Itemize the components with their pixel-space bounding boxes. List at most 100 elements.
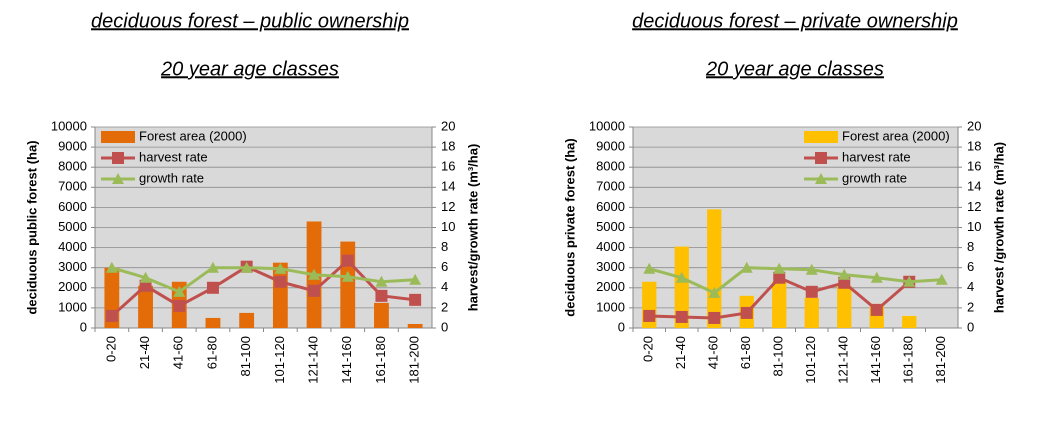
marker: [773, 271, 786, 284]
x-tick-label: 81-100: [238, 336, 253, 376]
y-tick-label: 9000: [596, 139, 625, 154]
marker: [675, 310, 688, 323]
marker: [643, 262, 656, 274]
x-tick-label: 181-200: [407, 336, 422, 384]
y-tick-label: 6000: [58, 199, 87, 214]
x-tick-label: 141-160: [868, 336, 883, 384]
marker: [708, 311, 721, 324]
bar: [205, 317, 221, 328]
y2-tick-label: 16: [441, 159, 455, 174]
y2-tick-label: 0: [441, 319, 448, 334]
y2-tick-label: 8: [441, 239, 448, 254]
y-tick-label: 5000: [596, 219, 625, 234]
y-axis-title: deciduous private forest (ha): [562, 138, 577, 316]
y2-tick-label: 18: [967, 139, 981, 154]
marker: [139, 279, 152, 292]
y-tick-label: 5000: [58, 219, 87, 234]
legend-label: harvest rate: [139, 149, 208, 164]
bar: [902, 315, 917, 328]
y-tick-label: 0: [80, 319, 87, 334]
line: [648, 266, 942, 295]
y2-tick-label: 8: [967, 239, 974, 254]
y-tick-label: 2000: [58, 279, 87, 294]
marker: [173, 285, 186, 297]
x-tick-label: 181-200: [933, 336, 948, 384]
marker: [375, 275, 388, 287]
y-tick-label: 9000: [58, 139, 87, 154]
x-tick-label: 61-80: [204, 336, 219, 369]
chart-title: deciduous forest – private ownership: [632, 10, 958, 32]
marker: [708, 286, 721, 298]
y-tick-label: 8000: [596, 159, 625, 174]
chart: deciduous forest – public ownership 20 ye…: [24, 10, 480, 383]
x-tick-label: 0-20: [641, 336, 656, 362]
legend-label: growth rate: [842, 170, 907, 185]
marker: [870, 303, 883, 316]
legend-label: growth rate: [139, 170, 204, 185]
y2-tick-label: 12: [441, 199, 455, 214]
y-tick-label: 4000: [58, 239, 87, 254]
marker: [308, 284, 321, 297]
y-tick-label: 4000: [596, 239, 625, 254]
legend-marker: [815, 173, 827, 184]
marker: [740, 306, 753, 319]
marker: [173, 299, 186, 312]
marker: [805, 285, 818, 298]
bar: [707, 209, 722, 328]
marker: [805, 263, 818, 275]
marker: [409, 273, 422, 285]
bar: [674, 246, 689, 328]
legend-marker: [112, 173, 124, 184]
x-tick-label: 101-120: [803, 336, 818, 384]
y-tick-label: 1000: [58, 299, 87, 314]
y-tick-label: 7000: [596, 179, 625, 194]
marker: [409, 293, 422, 306]
marker: [838, 276, 851, 289]
marker: [105, 309, 118, 322]
x-tick-label: 121-140: [836, 336, 851, 384]
marker: [870, 271, 883, 283]
y2-tick-label: 10: [967, 219, 981, 234]
legend-swatch: [804, 131, 838, 143]
bar: [837, 285, 852, 328]
y-tick-label: 2000: [596, 279, 625, 294]
x-tick-label: 161-180: [901, 336, 916, 384]
legend-swatch: [101, 131, 135, 143]
legend-label: Forest area (2000): [139, 128, 247, 143]
y2-tick-label: 14: [441, 179, 455, 194]
y2-tick-label: 10: [441, 219, 455, 234]
marker: [274, 275, 287, 288]
x-tick-label: 21-40: [673, 336, 688, 369]
y2-tick-label: 0: [967, 319, 974, 334]
bar: [772, 281, 787, 328]
y-tick-label: 10000: [51, 118, 87, 133]
y-tick-label: 3000: [58, 259, 87, 274]
y2-tick-label: 12: [967, 199, 981, 214]
y2-tick-label: 14: [967, 179, 981, 194]
y-tick-label: 10000: [589, 118, 625, 133]
marker: [139, 271, 152, 283]
y2-axis-title: harvest /growth rate (m³/ha): [991, 142, 1006, 313]
marker: [206, 281, 219, 294]
bar: [138, 285, 153, 328]
y-axis-title: deciduous public forest (ha): [24, 140, 39, 314]
y-tick-label: 1000: [596, 299, 625, 314]
y2-tick-label: 18: [441, 139, 455, 154]
bar: [407, 323, 423, 328]
x-tick-label: 21-40: [137, 336, 152, 369]
x-tick-label: 41-60: [171, 336, 186, 369]
y-tick-label: 0: [618, 319, 625, 334]
line: [111, 266, 416, 294]
y-tick-label: 8000: [58, 159, 87, 174]
legend-marker: [815, 152, 827, 164]
marker: [375, 289, 388, 302]
y-tick-label: 3000: [596, 259, 625, 274]
y2-tick-label: 4: [967, 279, 974, 294]
chart: deciduous forest – private ownership 20 y…: [562, 10, 1006, 383]
chart-subtitle: 20 year age classes: [160, 58, 339, 80]
y2-tick-label: 20: [967, 118, 981, 133]
marker: [675, 271, 688, 283]
chart-title: deciduous forest – public ownership: [91, 10, 409, 32]
x-tick-label: 81-100: [771, 336, 786, 376]
